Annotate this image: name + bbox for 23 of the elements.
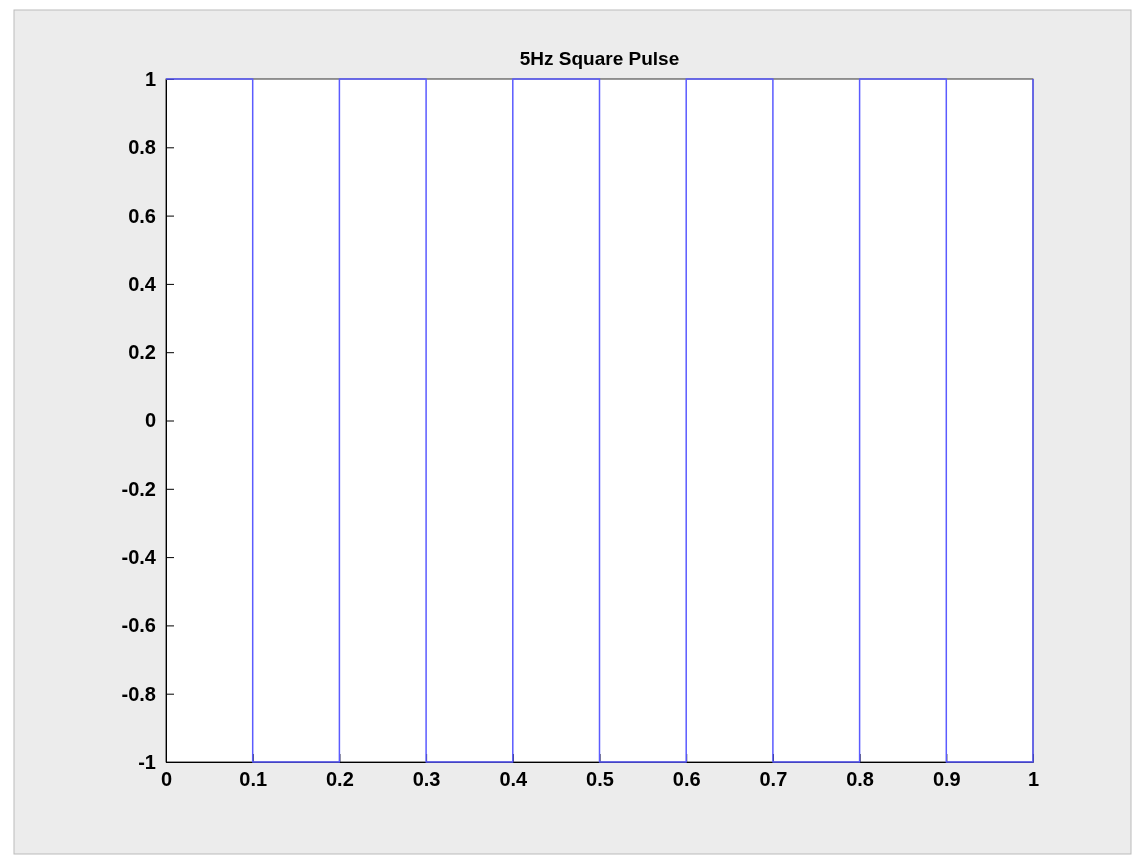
x-tick-label: 0.1 — [239, 768, 268, 791]
x-tick-label: 0.4 — [499, 768, 529, 791]
y-tick-label: 0.2 — [128, 341, 156, 364]
y-tick-label: 0 — [144, 409, 156, 432]
y-tick-label: -0.8 — [121, 682, 156, 705]
x-tick-label: 0.5 — [586, 768, 614, 791]
y-tick-label: 0.8 — [128, 136, 156, 159]
y-tick-label: 0.4 — [128, 272, 157, 295]
x-tick-label: 1 — [1027, 768, 1040, 791]
x-tick-label: 0.6 — [672, 768, 701, 791]
y-tick-label: 0.6 — [128, 204, 156, 227]
x-tick-label: 0 — [160, 768, 173, 791]
x-tick-label: 0.8 — [846, 768, 875, 791]
y-tick-label: -0.4 — [121, 546, 157, 568]
y-tick-label: 1 — [144, 67, 156, 90]
x-tick-label: 0.7 — [759, 768, 788, 791]
y-tick-label: -1 — [138, 750, 156, 773]
y-tick-label: -0.2 — [121, 477, 156, 500]
x-tick-label: 0.9 — [932, 768, 961, 791]
x-tick-label: 0.2 — [325, 768, 354, 791]
y-tick-label: -0.6 — [121, 614, 156, 637]
chart-title: 5Hz Square Pulse — [519, 48, 680, 69]
x-tick-label: 0.3 — [412, 768, 441, 791]
